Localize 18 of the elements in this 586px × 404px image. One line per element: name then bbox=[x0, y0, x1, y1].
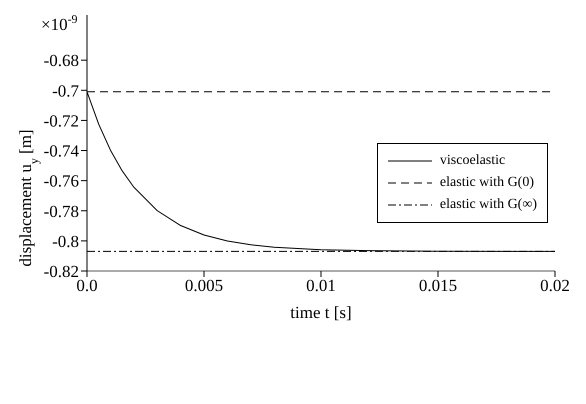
x-tick-label: 0.005 bbox=[184, 276, 224, 296]
x-tick-label: 0.01 bbox=[306, 276, 336, 296]
legend-label: viscoelastic bbox=[440, 153, 506, 169]
y-tick-label: -0.68 bbox=[44, 51, 79, 70]
y-tick-label: -0.82 bbox=[44, 262, 79, 282]
y-tick-label: -0.72 bbox=[44, 111, 79, 130]
legend-label: elastic with G(0) bbox=[440, 175, 534, 191]
x-axis-title: time t [s] bbox=[290, 303, 352, 322]
y-tick-label: -0.76 bbox=[44, 172, 79, 191]
x-tick-label: 0.02 bbox=[540, 276, 570, 296]
y-tick-label: -0.7 bbox=[52, 81, 80, 100]
y-tick-label: -0.78 bbox=[44, 202, 79, 221]
text: ×10$^{-9}$ bbox=[41, 12, 78, 34]
legend-label: elastic with G(∞) bbox=[440, 197, 537, 213]
x-tick-label: 0.0 bbox=[76, 276, 98, 296]
x-tick-label: 0.015 bbox=[418, 276, 458, 296]
y-tick-label: -0.8 bbox=[52, 232, 79, 251]
y-tick-label: -0.74 bbox=[44, 142, 80, 161]
